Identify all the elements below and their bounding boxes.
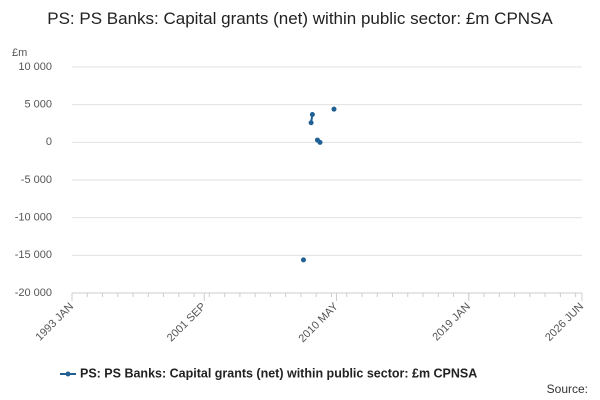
y-tick-label: 5 000 [24, 99, 52, 111]
y-tick-label: 0 [46, 136, 52, 148]
y-tick-label: -15 000 [15, 249, 52, 261]
chart-title: PS: PS Banks: Capital grants (net) withi… [47, 9, 553, 28]
data-point [308, 120, 314, 126]
y-tick-label: -5 000 [21, 174, 52, 186]
x-tick-label: 2010 MAY [296, 300, 341, 345]
y-tick-label: 10 000 [18, 61, 52, 73]
legend-marker [65, 371, 71, 377]
y-axis-label: £m [12, 47, 27, 59]
y-tick-label: -20 000 [15, 287, 52, 299]
y-tick-label: -10 000 [15, 212, 52, 224]
data-point [309, 111, 315, 117]
legend-label: PS: PS Banks: Capital grants (net) withi… [80, 366, 477, 380]
data-point [317, 139, 323, 145]
x-tick-label: 2026 JUN [543, 301, 586, 344]
data-point [300, 257, 306, 263]
x-tick-label: 1993 JAN [34, 301, 77, 344]
x-tick-label: 2001 SEP [165, 301, 209, 345]
data-point [331, 106, 337, 112]
x-tick-label: 2019 JAN [430, 301, 473, 344]
source: Source: [547, 382, 588, 396]
